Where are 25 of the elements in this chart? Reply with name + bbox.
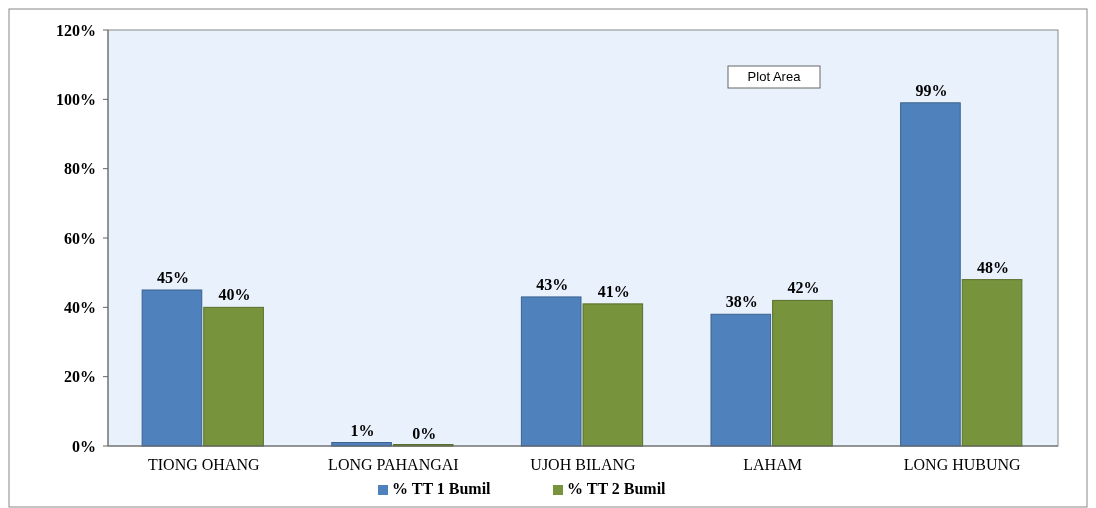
data-label: 0% <box>412 425 437 442</box>
y-tick-label: 40% <box>64 298 96 316</box>
y-tick-label: 120% <box>56 21 96 39</box>
legend-label: % TT 2 Bumil <box>567 480 667 497</box>
y-tick-label: 0% <box>72 437 96 455</box>
data-label: 38% <box>725 293 758 311</box>
data-label: 41% <box>597 282 630 300</box>
x-tick-label: TIONG OHANG <box>147 456 260 473</box>
data-label: 99% <box>915 81 948 99</box>
legend-label: % TT 1 Bumil <box>392 480 492 497</box>
x-tick-label: LONG HUBUNG <box>903 456 1022 473</box>
x-tick-label: LAHAM <box>743 456 802 473</box>
y-tick-label: 20% <box>64 368 96 386</box>
annotation: Plot Area <box>747 69 802 84</box>
data-label: 40% <box>218 286 251 304</box>
data-label: 48% <box>977 258 1010 276</box>
data-label: 1% <box>350 421 375 439</box>
y-tick-label: 80% <box>64 160 96 178</box>
x-tick-label: UJOH BILANG <box>530 456 637 473</box>
x-tick-label: LONG PAHANGAI <box>328 456 459 473</box>
y-tick-label: 100% <box>56 90 96 108</box>
data-label: 42% <box>787 279 820 297</box>
y-tick-label: 60% <box>64 229 96 247</box>
data-label: 45% <box>156 269 189 286</box>
data-label: 43% <box>536 275 569 293</box>
